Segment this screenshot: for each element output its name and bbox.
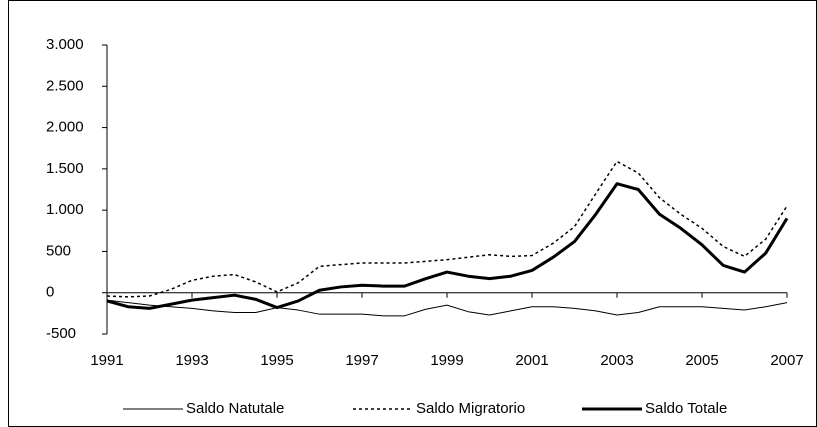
x-tick-label: 2001 — [515, 352, 548, 369]
legend-label: Saldo Migratorio — [416, 400, 525, 417]
x-tick-label: 1999 — [430, 352, 463, 369]
series-line — [106, 299, 788, 317]
x-tick-label: 1991 — [90, 352, 123, 369]
x-tick-label: 2007 — [770, 352, 803, 369]
y-tick-label: 0 — [46, 284, 54, 301]
x-tick-label: 1995 — [260, 352, 293, 369]
x-tick-label: 2003 — [600, 352, 633, 369]
y-tick-label: 2.500 — [46, 77, 84, 94]
x-tick-label: 2005 — [685, 352, 718, 369]
y-tick-label: 2.000 — [46, 119, 84, 136]
y-tick-label: 3.000 — [46, 36, 84, 53]
series-line — [106, 160, 788, 298]
legend-label: Saldo Totale — [645, 400, 727, 417]
x-tick-label: 1997 — [345, 352, 378, 369]
y-tick-label: 500 — [46, 242, 71, 259]
y-tick-label: 1.500 — [46, 160, 84, 177]
legend-label: Saldo Natutale — [186, 400, 284, 417]
x-tick-label: 1993 — [175, 352, 208, 369]
y-tick-label: 1.000 — [46, 201, 84, 218]
y-tick-label: -500 — [46, 325, 76, 342]
series-line — [106, 182, 789, 310]
